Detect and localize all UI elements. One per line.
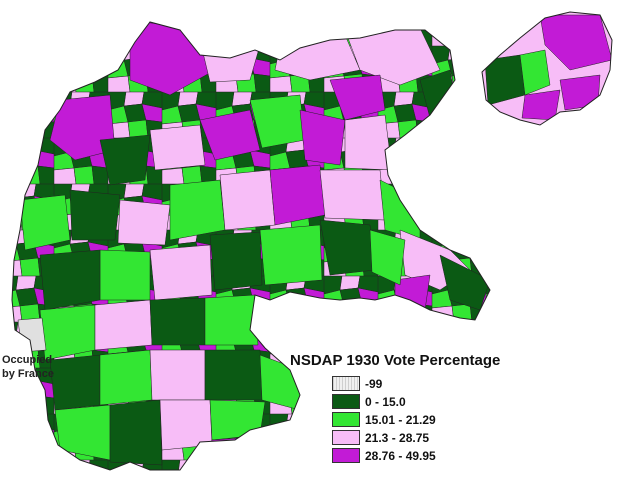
legend-label-21-28: 21.3 - 28.75 bbox=[365, 430, 430, 445]
legend-title: NSDAP 1930 Vote Percentage bbox=[290, 352, 501, 369]
legend-list: -99 0 - 15.0 15.01 - 21.29 21.3 - 28.75 … bbox=[290, 375, 590, 464]
occupied-label-line-2: by France bbox=[2, 368, 54, 380]
legend-item-0-15: 0 - 15.0 bbox=[332, 393, 590, 410]
legend-swatch-28-49 bbox=[332, 448, 360, 463]
legend-item-21-28: 21.3 - 28.75 bbox=[332, 429, 590, 446]
legend-item-15-21: 15.01 - 21.29 bbox=[332, 411, 590, 428]
occupied-region-label: Occupied by France bbox=[2, 353, 54, 381]
legend-label-28-49: 28.76 - 49.95 bbox=[365, 448, 436, 463]
legend-item-28-49: 28.76 - 49.95 bbox=[332, 447, 590, 464]
legend-swatch-21-28 bbox=[332, 430, 360, 445]
legend-item-no-data: -99 bbox=[332, 375, 590, 392]
legend-swatch-15-21 bbox=[332, 412, 360, 427]
legend-label-15-21: 15.01 - 21.29 bbox=[365, 412, 436, 427]
legend-swatch-no-data bbox=[332, 376, 360, 391]
legend-label-no-data: -99 bbox=[365, 376, 383, 391]
legend-label-0-15: 0 - 15.0 bbox=[365, 394, 406, 409]
map-legend: NSDAP 1930 Vote Percentage -99 0 - 15.0 … bbox=[290, 352, 590, 465]
legend-swatch-0-15 bbox=[332, 394, 360, 409]
occupied-label-line-1: Occupied bbox=[2, 354, 53, 366]
